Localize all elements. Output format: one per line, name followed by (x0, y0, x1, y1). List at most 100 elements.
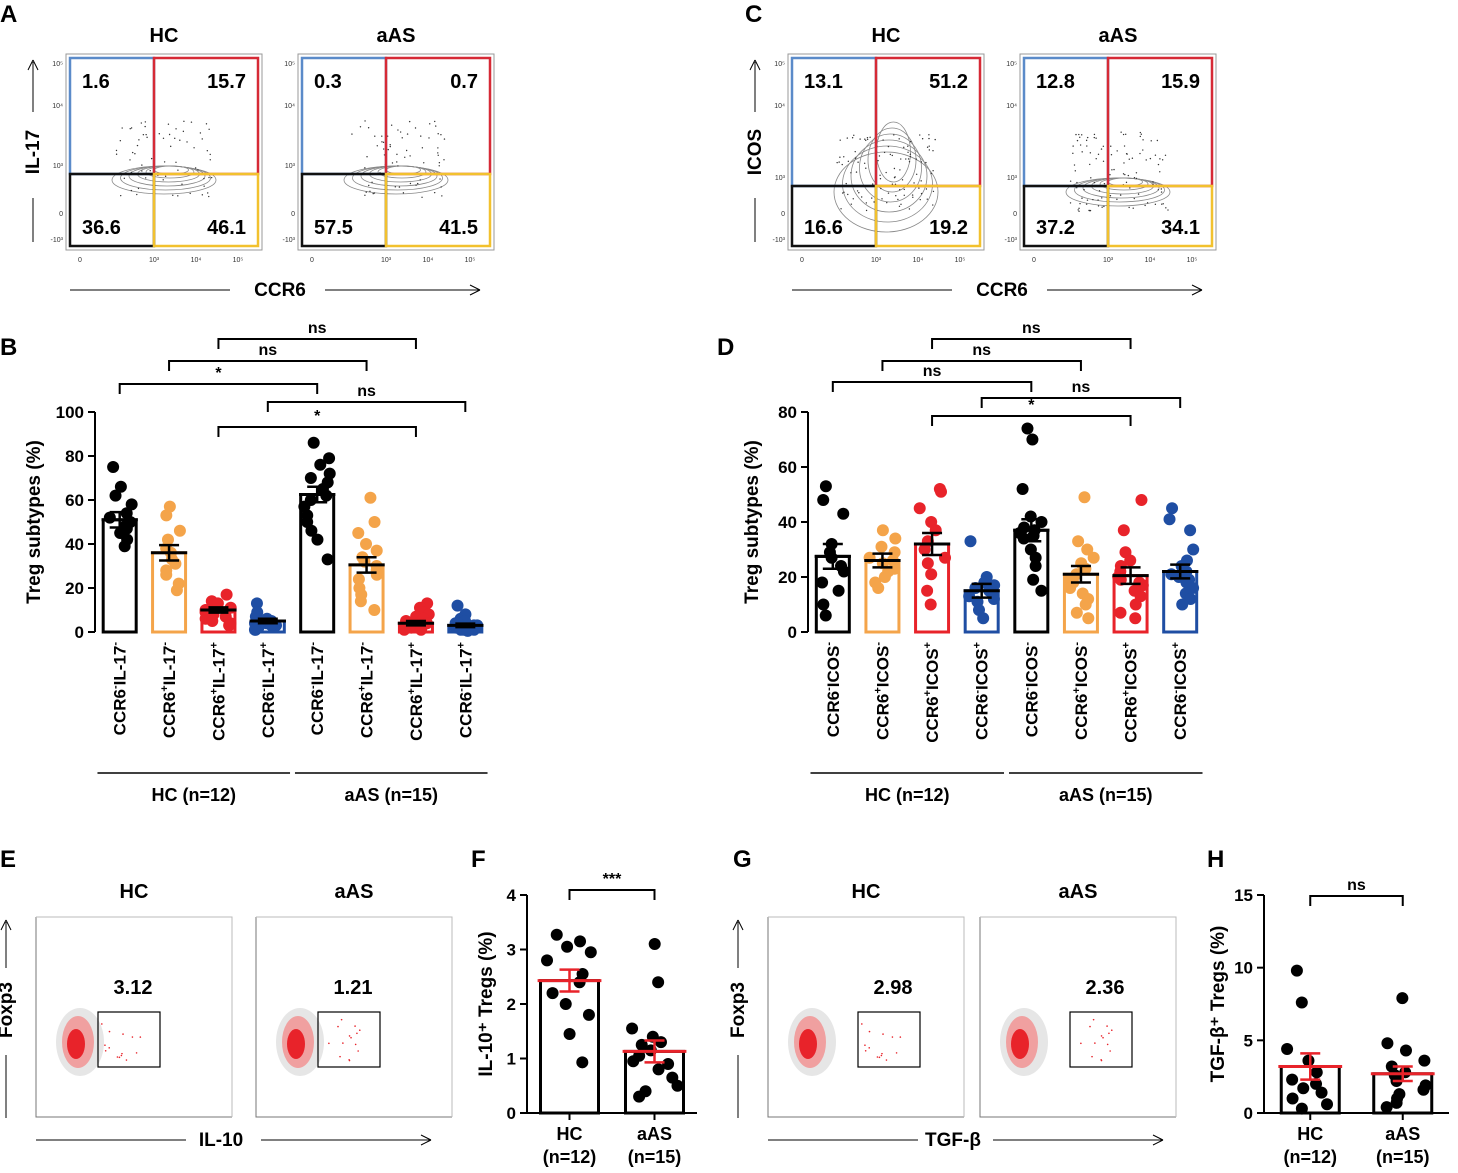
event-dot (372, 192, 374, 195)
x-category-part: - (159, 642, 171, 646)
event-dot (351, 133, 353, 135)
gate-value-bottom-right: 41.5 (439, 217, 478, 239)
event-dot (337, 1025, 339, 1028)
gate-value-top-left: 12.8 (1036, 71, 1075, 93)
event-dot (1079, 136, 1081, 138)
event-dot (1140, 133, 1143, 135)
event-dot (926, 198, 928, 200)
event-dot (887, 192, 890, 194)
flow-x-tick: 10⁵ (955, 257, 966, 264)
data-point (1418, 1054, 1431, 1067)
event-dot (371, 181, 373, 184)
significance-label: ns (357, 383, 376, 400)
event-dot (175, 128, 177, 130)
event-dot (925, 161, 927, 164)
event-dot (855, 171, 858, 173)
event-dot (880, 1054, 883, 1057)
event-dot (839, 156, 841, 158)
panel-a-flow-plots: HC 1.6 15.7 36.6 46.1 0 10³ 10⁴ 10⁵ 10⁵ 10⁴ 10³ 0 -10… (23, 25, 495, 301)
event-dot (381, 135, 383, 137)
data-point (1399, 1044, 1412, 1057)
gate-value-bottom-left: 16.6 (804, 217, 843, 239)
event-dot (101, 1023, 103, 1025)
event-dot (1128, 206, 1130, 209)
data-point (1064, 582, 1077, 594)
event-dot (145, 133, 147, 136)
significance-label: ns (1347, 877, 1366, 894)
event-dot (203, 185, 205, 187)
contour-line (833, 151, 939, 233)
event-dot (865, 167, 867, 169)
x-category-label: CCR6+ICOS- (872, 642, 892, 740)
event-dot (168, 133, 171, 136)
x-category-part: ICOS (1122, 648, 1141, 690)
flow-y-label: Foxp3 (0, 982, 17, 1038)
flow-x-tick: 0 (1032, 257, 1036, 264)
panel-label-a: A (0, 1, 17, 28)
event-dot (144, 125, 146, 128)
axis-arrowhead (0, 919, 12, 931)
gate-value-bottom-right: 34.1 (1161, 217, 1200, 239)
event-dot (376, 145, 378, 147)
event-dot (893, 167, 896, 170)
event-dot (1162, 203, 1164, 205)
event-dot (909, 155, 912, 158)
flow-x-tick: 10³ (1103, 257, 1114, 264)
event-dot (893, 176, 896, 179)
event-dot (839, 139, 841, 141)
event-dot (915, 173, 918, 175)
gate-value-bottom-right: 46.1 (207, 217, 246, 239)
event-dot (882, 139, 884, 141)
event-dot (879, 178, 882, 180)
data-point (368, 604, 381, 616)
data-point (1295, 1102, 1308, 1115)
event-dot (389, 145, 391, 148)
density-core (67, 1029, 85, 1059)
data-point (550, 928, 563, 941)
data-point (206, 615, 219, 627)
data-point (223, 619, 236, 632)
event-dot (348, 1035, 351, 1037)
event-dot (864, 138, 866, 140)
data-point (939, 551, 952, 564)
data-point (352, 573, 365, 586)
data-point (1286, 1092, 1299, 1105)
significance-label: ns (1022, 320, 1041, 337)
x-category-part: - (972, 690, 984, 694)
data-point (1021, 422, 1034, 435)
significance-label: ns (923, 363, 942, 380)
event-dot (429, 123, 431, 125)
event-dot (149, 170, 151, 172)
data-point (925, 568, 938, 581)
event-dot (853, 134, 855, 137)
event-dot (1076, 187, 1078, 189)
x-category-label: CCR6+ICOS- (1071, 642, 1091, 740)
event-dot (414, 127, 417, 129)
data-point (1070, 606, 1083, 619)
x-category-part: + (972, 642, 984, 648)
event-dot (1110, 153, 1113, 156)
event-dot (125, 1059, 128, 1061)
event-dot (913, 182, 915, 184)
x-category-label: CCR6+IL-17+ (406, 642, 426, 741)
x-category-part: + (406, 642, 418, 648)
event-dot (885, 1059, 888, 1061)
event-dot (1145, 159, 1147, 161)
group-label: HC (n=12) (865, 785, 950, 805)
data-point (1029, 551, 1042, 564)
event-dot (850, 203, 853, 205)
flow-x-label: CCR6 (976, 280, 1028, 301)
y-tick-label: 2 (507, 995, 516, 1014)
x-category-label: CCR6+IL-17+ (208, 642, 228, 741)
flow-x-tick: 10⁴ (913, 257, 924, 264)
data-point (107, 461, 120, 473)
significance-label: ns (308, 320, 327, 337)
event-dot (891, 154, 893, 157)
event-dot (1142, 139, 1144, 141)
event-dot (928, 145, 930, 147)
axis-arrowhead (1152, 1134, 1164, 1146)
event-dot (433, 191, 436, 194)
event-dot (1097, 199, 1099, 201)
event-dot (1083, 189, 1085, 191)
x-category-part: CCR6 (259, 692, 278, 738)
